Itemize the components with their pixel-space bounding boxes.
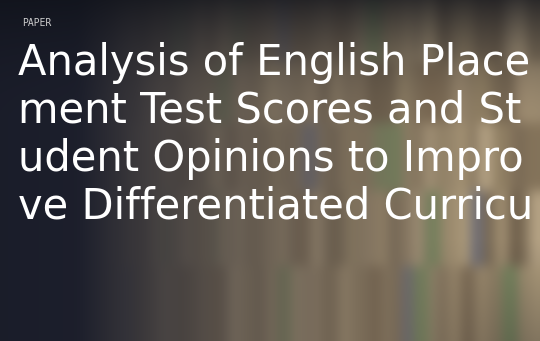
Text: Analysis of English Place
ment Test Scores and St
udent Opinions to Impro
ve Dif: Analysis of English Place ment Test Scor… <box>18 42 534 228</box>
Text: PAPER: PAPER <box>22 18 51 28</box>
